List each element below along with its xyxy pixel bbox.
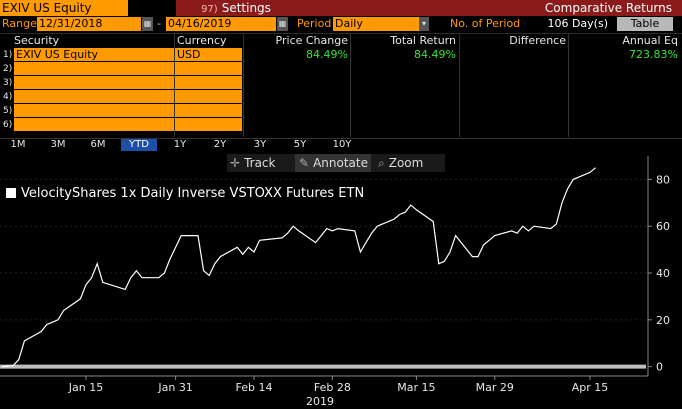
- chevron-down-icon[interactable]: ▾: [419, 17, 429, 31]
- period-3m[interactable]: 3M: [50, 139, 66, 150]
- page-title: Comparative Returns: [296, 0, 682, 16]
- crosshair-icon: ✛: [230, 156, 241, 170]
- calendar-icon[interactable]: ▦: [277, 17, 288, 31]
- range-label: Range: [2, 17, 37, 30]
- range-separator: -: [157, 17, 161, 30]
- security-cell[interactable]: [14, 76, 174, 89]
- pencil-icon: ✎: [299, 156, 310, 170]
- row-number: 1): [3, 50, 13, 60]
- period-6m[interactable]: 6M: [90, 139, 106, 150]
- ticker-input[interactable]: EXIV US Equity: [0, 0, 128, 16]
- zoom-icon: ⌕: [378, 156, 385, 170]
- column-header-currency[interactable]: Currency: [177, 34, 227, 47]
- start-date-input[interactable]: 12/31/2018: [37, 17, 141, 31]
- no-of-period-value: 106 Day(s): [547, 17, 608, 30]
- period-label: Period: [297, 17, 332, 30]
- x-tick-label: Feb 14: [236, 381, 273, 394]
- x-tick-label: Jan 31: [157, 381, 192, 394]
- security-cell[interactable]: EXIV US Equity: [14, 48, 174, 61]
- zoom-tool[interactable]: ⌕ Zoom: [378, 154, 442, 172]
- x-tick-label: Mar 15: [397, 381, 435, 394]
- row-number: 5): [3, 106, 13, 116]
- row-number: 4): [3, 92, 13, 102]
- column-header-total-return[interactable]: Total Return: [390, 34, 456, 47]
- column-divider: [243, 34, 244, 137]
- zoom-label: Zoom: [388, 156, 424, 170]
- y-tick-label: 80: [656, 173, 670, 186]
- security-cell[interactable]: [14, 62, 174, 75]
- period-ytd[interactable]: YTD: [121, 139, 157, 151]
- period-2y[interactable]: 2Y: [213, 139, 227, 150]
- y-tick-label: 60: [656, 220, 670, 233]
- currency-cell[interactable]: [175, 104, 242, 117]
- chart-legend[interactable]: VelocityShares 1x Daily Inverse VSTOXX F…: [6, 186, 364, 202]
- x-tick-label: Apr 15: [572, 381, 609, 394]
- security-cell[interactable]: [14, 118, 174, 131]
- column-header-security[interactable]: Security: [14, 34, 60, 47]
- period-select[interactable]: Daily: [333, 17, 419, 31]
- column-divider: [350, 34, 351, 137]
- settings-shortcut: 97): [201, 4, 218, 15]
- track-label: Track: [244, 156, 276, 170]
- period-3y[interactable]: 3Y: [253, 139, 267, 150]
- legend-swatch: [6, 188, 16, 198]
- row-number: 3): [3, 78, 13, 88]
- no-of-period-label: No. of Period: [450, 17, 521, 30]
- period-1y[interactable]: 1Y: [173, 139, 187, 150]
- row-number: 6): [3, 120, 13, 130]
- column-divider: [174, 34, 175, 137]
- returns-chart[interactable]: 0 20 40 60 80 Jan 15 Jan 31 Feb 14 Feb 28 Mar 15 M…: [0, 152, 682, 409]
- column-divider: [459, 34, 460, 137]
- settings-button[interactable]: 97) Settings: [176, 0, 296, 16]
- y-tick-label: 40: [656, 267, 670, 280]
- calendar-icon[interactable]: ▦: [142, 17, 153, 31]
- currency-cell[interactable]: USD: [175, 48, 242, 61]
- y-tick-label: 0: [656, 361, 663, 374]
- track-tool[interactable]: ✛ Track: [230, 154, 292, 172]
- annotate-tool[interactable]: ✎ Annotate: [295, 154, 371, 172]
- column-header-difference[interactable]: Difference: [509, 34, 566, 47]
- period-1m[interactable]: 1M: [10, 139, 26, 150]
- column-divider: [568, 34, 569, 137]
- security-cell[interactable]: [14, 90, 174, 103]
- currency-cell[interactable]: [175, 76, 242, 89]
- table-button[interactable]: Table: [617, 17, 673, 31]
- series-line: [1, 167, 596, 368]
- annotate-label: Annotate: [313, 156, 368, 170]
- x-axis-year-label: 2019: [306, 395, 334, 408]
- currency-cell[interactable]: [175, 90, 242, 103]
- x-tick-label: Mar 29: [476, 381, 514, 394]
- currency-cell[interactable]: [175, 118, 242, 131]
- price-change-value: 84.49%: [306, 48, 348, 61]
- legend-series-name: VelocityShares 1x Daily Inverse VSTOXX F…: [21, 186, 365, 201]
- x-tick-label: Feb 28: [314, 381, 351, 394]
- currency-cell[interactable]: [175, 62, 242, 75]
- settings-label: Settings: [221, 1, 271, 15]
- annual-eq-value: 723.83%: [629, 48, 678, 61]
- column-header-annual-eq[interactable]: Annual Eq: [622, 34, 678, 47]
- period-bar: [0, 138, 682, 152]
- y-tick-label: 20: [656, 314, 670, 327]
- security-cell[interactable]: [14, 104, 174, 117]
- period-10y[interactable]: 10Y: [332, 139, 352, 150]
- x-tick-label: Jan 15: [68, 381, 103, 394]
- difference-value: [460, 48, 566, 61]
- period-5y[interactable]: 5Y: [293, 139, 307, 150]
- row-number: 2): [3, 64, 13, 74]
- column-header-price-change[interactable]: Price Change: [275, 34, 348, 47]
- total-return-value: 84.49%: [414, 48, 456, 61]
- end-date-input[interactable]: 04/16/2019: [166, 17, 276, 31]
- returns-table: [0, 33, 682, 137]
